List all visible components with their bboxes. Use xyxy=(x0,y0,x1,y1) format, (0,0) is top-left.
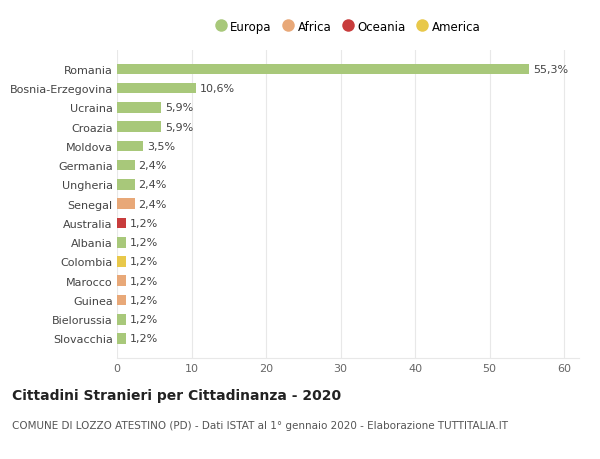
Bar xyxy=(117,180,135,190)
Text: 55,3%: 55,3% xyxy=(533,65,568,75)
Bar xyxy=(117,103,161,113)
Bar xyxy=(117,161,135,171)
Bar xyxy=(117,122,161,133)
Legend: Europa, Africa, Oceania, America: Europa, Africa, Oceania, America xyxy=(211,17,485,39)
Bar xyxy=(117,64,529,75)
Text: 1,2%: 1,2% xyxy=(130,218,158,229)
Bar xyxy=(117,84,196,94)
Bar xyxy=(117,257,126,267)
Text: 5,9%: 5,9% xyxy=(164,123,193,132)
Text: 3,5%: 3,5% xyxy=(147,142,175,151)
Bar xyxy=(117,314,126,325)
Text: 2,4%: 2,4% xyxy=(139,180,167,190)
Bar xyxy=(117,334,126,344)
Bar xyxy=(117,199,135,210)
Bar xyxy=(117,295,126,306)
Bar xyxy=(117,141,143,152)
Text: 10,6%: 10,6% xyxy=(200,84,235,94)
Text: 1,2%: 1,2% xyxy=(130,238,158,248)
Bar xyxy=(117,276,126,286)
Bar xyxy=(117,237,126,248)
Text: 1,2%: 1,2% xyxy=(130,295,158,305)
Text: 2,4%: 2,4% xyxy=(139,161,167,171)
Text: 2,4%: 2,4% xyxy=(139,199,167,209)
Bar xyxy=(117,218,126,229)
Text: 1,2%: 1,2% xyxy=(130,314,158,325)
Text: 5,9%: 5,9% xyxy=(164,103,193,113)
Text: 1,2%: 1,2% xyxy=(130,257,158,267)
Text: COMUNE DI LOZZO ATESTINO (PD) - Dati ISTAT al 1° gennaio 2020 - Elaborazione TUT: COMUNE DI LOZZO ATESTINO (PD) - Dati IST… xyxy=(12,420,508,430)
Text: 1,2%: 1,2% xyxy=(130,334,158,344)
Text: Cittadini Stranieri per Cittadinanza - 2020: Cittadini Stranieri per Cittadinanza - 2… xyxy=(12,388,341,402)
Text: 1,2%: 1,2% xyxy=(130,276,158,286)
